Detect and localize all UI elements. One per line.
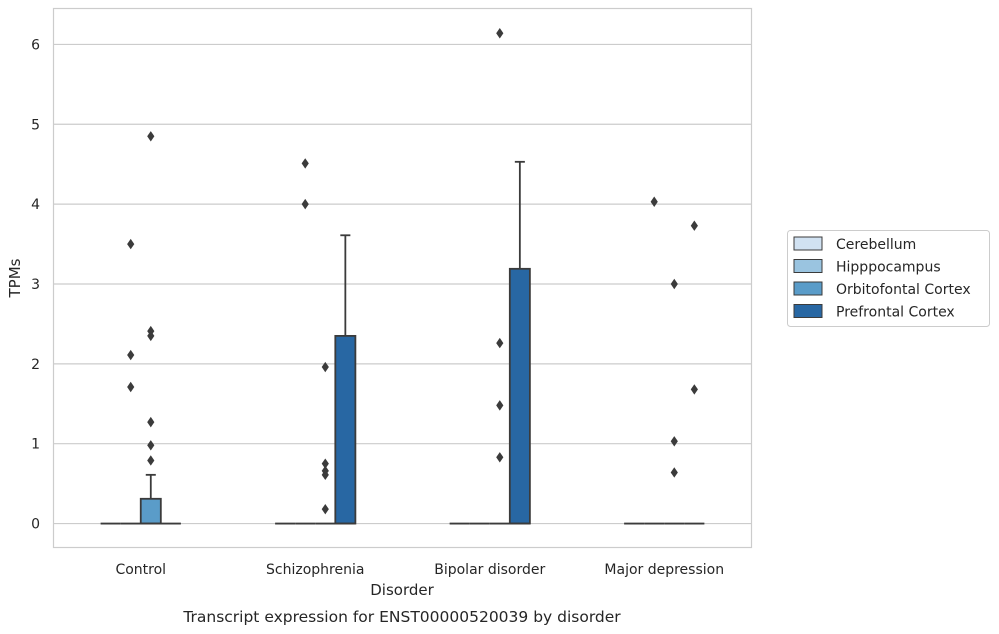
legend-label: Orbitofontal Cortex [836,282,971,298]
outlier-point [321,503,329,515]
outlier-points [127,28,698,515]
y-tick-label: 1 [31,437,40,453]
legend-label: Hipppocampus [836,260,941,276]
x-tick-label: Schizophrenia [266,562,364,578]
outlier-point [147,131,155,142]
x-axis-label: Disorder [370,581,434,599]
box-prefrontal-cortex [508,160,531,525]
outlier-point [301,158,309,169]
x-tick-label: Control [115,562,166,578]
y-axis-label: TPMs [6,258,24,298]
legend-swatch [793,236,823,251]
y-tick-label: 3 [31,277,40,293]
box-body [334,334,357,525]
box-body [139,497,162,525]
legend-frame [787,230,990,327]
y-tick-label: 2 [31,357,40,373]
legend-label: Cerebellum [836,237,916,253]
legend-label: Prefrontal Cortex [836,305,955,321]
box-prefrontal-cortex [334,234,357,525]
x-tick-label: Major depression [604,562,724,578]
x-tick-label: Bipolar disorder [434,562,545,578]
outlier-point [496,400,504,411]
outlier-point [650,196,658,207]
box-body [508,267,531,525]
outlier-point [496,28,504,39]
x-axis-tick-labels: Control Schizophrenia Bipolar disorder Majo… [115,562,724,578]
outlier-point [670,278,678,290]
outlier-point [147,416,155,428]
outlier-point [690,220,698,231]
outlier-point [127,349,135,361]
outlier-point [321,469,329,481]
outlier-point [670,436,678,447]
outlier-point [496,337,504,349]
box-orbitofontal-cortex [139,473,162,525]
legend: Cerebellum Hipppocampus Orbitofontal Corte… [787,230,990,327]
outlier-point [690,384,698,395]
chart-caption: Transcript expression for ENST0000052003… [182,608,621,626]
y-tick-label: 4 [31,197,40,213]
outlier-point [127,381,135,393]
outlier-point [147,455,155,466]
outlier-point [496,452,504,463]
gridlines [53,43,752,525]
y-tick-label: 0 [31,517,40,533]
box-series [100,160,705,525]
outlier-point [127,238,135,250]
legend-swatch [793,281,823,296]
outlier-point [301,198,309,210]
legend-swatch [793,304,823,318]
outlier-point [321,361,329,373]
y-tick-label: 5 [31,117,40,133]
legend-swatch [793,259,823,273]
outlier-point [147,440,155,451]
outlier-point [321,458,329,469]
outlier-point [670,467,678,478]
y-tick-label: 6 [31,37,40,53]
y-axis-tick-labels: 0 1 2 3 4 5 6 [31,37,40,532]
plot-area-frame [52,7,753,549]
outlier-point [147,330,155,342]
